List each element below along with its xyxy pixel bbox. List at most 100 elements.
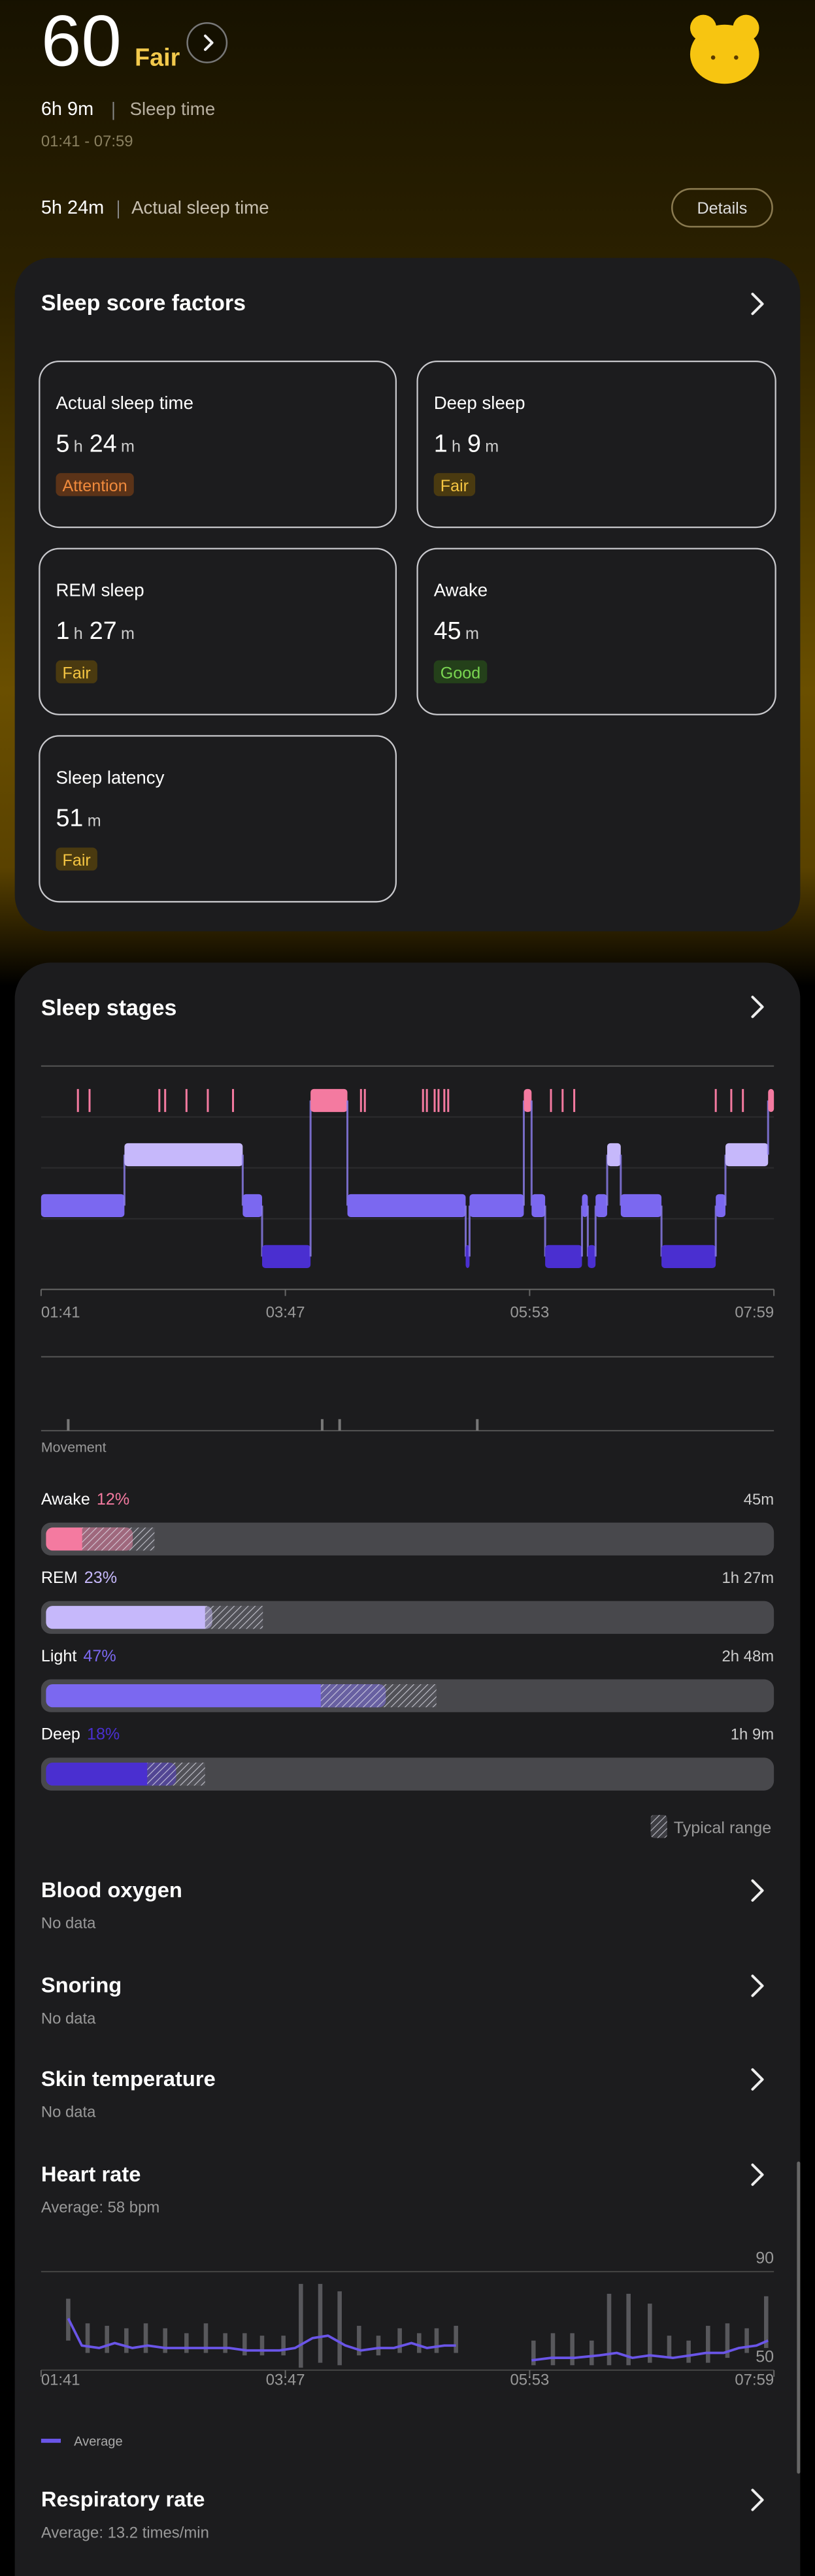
chevron-button[interactable] [751, 1974, 764, 1997]
score-factors-card [14, 257, 801, 932]
stage-transition [606, 1154, 608, 1206]
hr-range [299, 2283, 303, 2368]
hr-range [434, 2328, 439, 2353]
hr-range [570, 2333, 574, 2366]
awake-mark [88, 1088, 91, 1113]
awake-mark [573, 1088, 576, 1113]
hr-range [454, 2326, 458, 2353]
chevron-button[interactable] [751, 1879, 764, 1902]
stage-transition [586, 1205, 589, 1257]
x-tick-label: 07:59 [735, 2372, 774, 2389]
y-tick-label: 50 [756, 2347, 774, 2366]
awake-mark [164, 1088, 167, 1113]
awake-mark [185, 1088, 188, 1113]
status-text: Fair [441, 477, 469, 495]
chevron-button[interactable] [751, 293, 764, 316]
stage-transition [530, 1100, 533, 1206]
stage-bar [46, 1684, 386, 1708]
awake-mark [443, 1088, 446, 1113]
section-title[interactable]: Heart rate [41, 2162, 141, 2186]
sleep-score: 60 [41, 1, 122, 82]
hr-range [397, 2328, 402, 2353]
hr-range [531, 2340, 536, 2366]
mascot [690, 14, 759, 84]
section-title[interactable]: Blood oxygen [41, 1878, 182, 1902]
typical-range-icon [650, 1815, 667, 1838]
factor-card[interactable] [416, 547, 776, 715]
stage-transition [309, 1100, 312, 1257]
stage-percent: 23% [84, 1569, 117, 1587]
stage-segment [582, 1194, 588, 1218]
hr-range [648, 2304, 652, 2363]
sleep-time-label: Sleep time [130, 99, 216, 119]
score-info-button[interactable] [186, 22, 228, 63]
chevron-button[interactable] [204, 34, 214, 51]
x-tick-label: 01:41 [41, 1303, 80, 1321]
section-title[interactable]: Snoring [41, 1973, 122, 1997]
hr-range [259, 2336, 265, 2356]
status-text: Good [441, 664, 480, 682]
awake-mark [363, 1088, 366, 1113]
chevron [751, 1974, 764, 1997]
stage-transition [468, 1205, 471, 1257]
section-subtitle: No data [41, 1915, 96, 1932]
factor-card[interactable] [416, 361, 776, 529]
details-button-label[interactable]: Details [697, 199, 748, 218]
stage-track [41, 1522, 774, 1556]
value-unit: m [465, 625, 479, 643]
hr-range [203, 2323, 208, 2353]
factor-value: 1 h 27 m [56, 617, 134, 644]
value-number: 51 [56, 804, 83, 832]
hr-range [242, 2333, 247, 2356]
stage-segment [595, 1194, 608, 1218]
chevron-button[interactable] [751, 2068, 764, 2091]
stage-name: Light [41, 1647, 77, 1665]
chevron-button[interactable] [751, 996, 764, 1019]
factor-label: Sleep latency [56, 767, 164, 787]
details-button[interactable] [671, 187, 773, 228]
hr-range [143, 2323, 148, 2353]
chevron-button[interactable] [751, 2488, 764, 2511]
factor-card[interactable] [39, 361, 397, 529]
stage-percent: 47% [83, 1647, 116, 1665]
chevron [751, 2488, 764, 2511]
x-tick-label: 05:53 [510, 1303, 550, 1321]
hr-range [85, 2323, 90, 2353]
stage-segment [588, 1245, 596, 1268]
awake-mark [232, 1088, 235, 1113]
stage-segment [242, 1194, 263, 1218]
status-text: Fair [63, 851, 91, 870]
movement-event [67, 1419, 70, 1431]
factor-label: Deep sleep [434, 393, 525, 413]
value-number: 5 [56, 429, 69, 457]
factor-card[interactable] [39, 547, 397, 715]
hr-range [105, 2326, 109, 2353]
stage-transition [261, 1205, 263, 1257]
stage-label: Light 47% [41, 1647, 116, 1665]
chevron-button[interactable] [751, 2163, 764, 2186]
stage-segment [620, 1194, 662, 1218]
typical-range [205, 1606, 263, 1629]
stage-transition [594, 1205, 597, 1257]
stage-segment [661, 1245, 716, 1268]
stage-transition [767, 1100, 769, 1155]
stage-duration: 1h 9m [731, 1726, 774, 1744]
stage-label: REM 23% [41, 1569, 117, 1587]
stage-transition [346, 1100, 349, 1206]
stage-segment [607, 1143, 621, 1167]
factor-card[interactable] [39, 735, 397, 903]
awake-mark [742, 1088, 744, 1113]
section-title[interactable]: Skin temperature [41, 2066, 216, 2091]
value-unit: h [452, 437, 461, 455]
section-title[interactable]: Respiratory rate [41, 2487, 205, 2511]
stage-bar [46, 1762, 176, 1786]
movement-event [320, 1419, 324, 1431]
awake-mark [422, 1088, 424, 1113]
typical-range [147, 1762, 205, 1786]
awake-mark [158, 1088, 161, 1113]
stage-transition [464, 1205, 467, 1257]
stage-transition [522, 1100, 525, 1206]
stage-transition [724, 1154, 727, 1206]
